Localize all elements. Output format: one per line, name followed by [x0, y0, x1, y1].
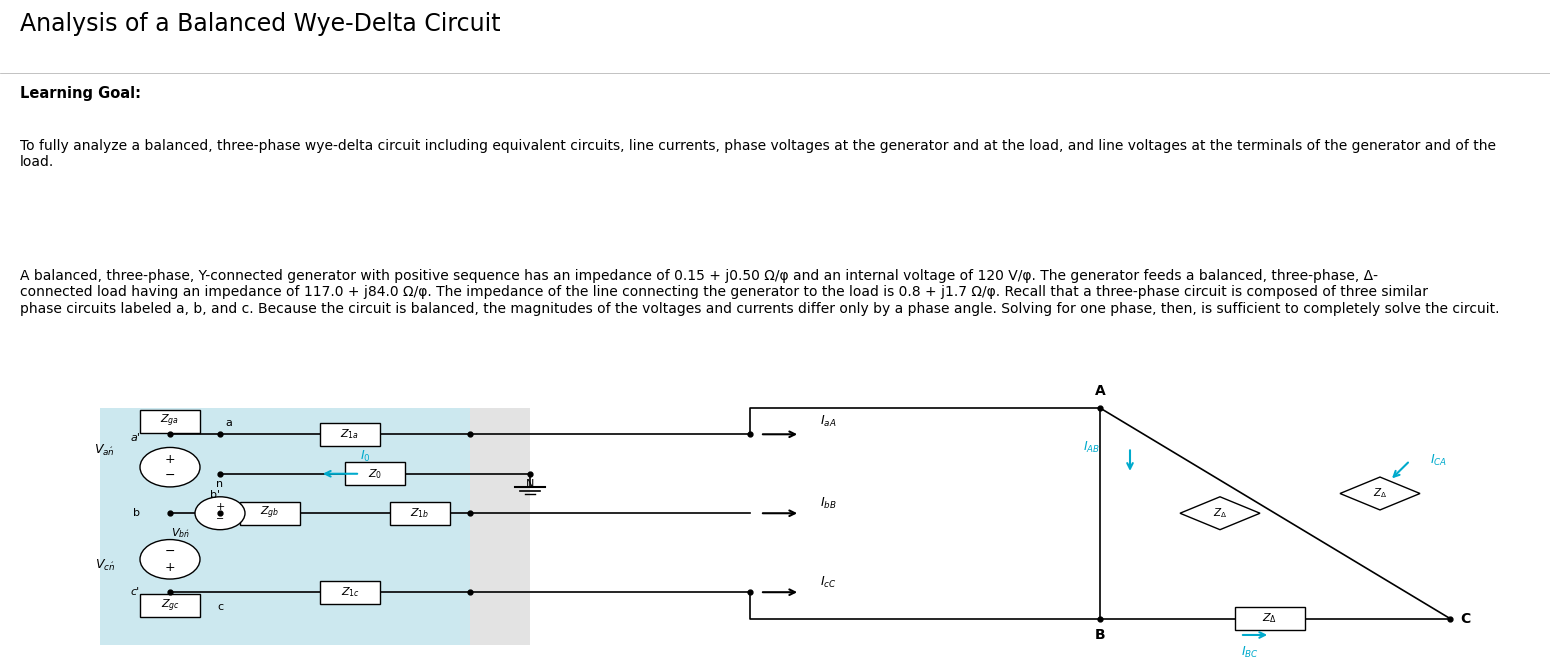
Text: b: b — [133, 508, 140, 519]
Text: $Z_\Delta$: $Z_\Delta$ — [1214, 507, 1228, 520]
Text: A: A — [1094, 384, 1105, 398]
Bar — [1235, 607, 1305, 630]
Bar — [346, 462, 405, 486]
Bar — [470, 408, 530, 645]
Text: c': c' — [130, 587, 140, 597]
Text: $I_{AB}$: $I_{AB}$ — [1083, 440, 1100, 455]
Text: $I_{BC}$: $I_{BC}$ — [1242, 645, 1259, 658]
Text: a: a — [225, 418, 232, 428]
Text: Analysis of a Balanced Wye-Delta Circuit: Analysis of a Balanced Wye-Delta Circuit — [20, 13, 501, 36]
Text: Learning Goal:: Learning Goal: — [20, 86, 141, 101]
Text: $Z_{1a}$: $Z_{1a}$ — [341, 428, 360, 441]
Text: +: + — [164, 453, 175, 466]
Text: $Z_\Delta$: $Z_\Delta$ — [1373, 487, 1387, 500]
Text: $I_{bB}$: $I_{bB}$ — [820, 496, 837, 511]
Bar — [101, 408, 470, 645]
Text: $I_{cC}$: $I_{cC}$ — [820, 575, 837, 590]
Text: $Z_{1c}$: $Z_{1c}$ — [341, 586, 360, 599]
Circle shape — [140, 447, 200, 487]
Polygon shape — [1341, 477, 1420, 510]
Bar — [391, 501, 450, 525]
Text: $V_{c\'n}$: $V_{c\'n}$ — [95, 559, 115, 573]
Text: n: n — [217, 479, 223, 489]
Text: $V_{a\'n}$: $V_{a\'n}$ — [95, 443, 115, 458]
Text: A balanced, three-phase, Y-connected generator with positive sequence has an imp: A balanced, three-phase, Y-connected gen… — [20, 269, 1500, 316]
Text: C: C — [1460, 611, 1471, 626]
Polygon shape — [1180, 497, 1260, 530]
Text: $V_{b\'n}$: $V_{b\'n}$ — [170, 526, 189, 540]
Text: To fully analyze a balanced, three-phase wye-delta circuit including equivalent : To fully analyze a balanced, three-phase… — [20, 139, 1496, 169]
Text: −: − — [164, 468, 175, 482]
Text: $Z_{gb}$: $Z_{gb}$ — [260, 505, 279, 521]
Bar — [140, 594, 200, 617]
Text: a': a' — [130, 432, 140, 443]
Text: $Z_{gc}$: $Z_{gc}$ — [161, 597, 180, 613]
Text: $Z_{ga}$: $Z_{ga}$ — [161, 413, 180, 429]
Text: −: − — [164, 545, 175, 558]
Text: $Z_0$: $Z_0$ — [367, 467, 383, 480]
Text: b': b' — [209, 490, 220, 500]
Text: +: + — [215, 502, 225, 513]
Bar — [140, 409, 200, 433]
Text: B: B — [1094, 628, 1105, 642]
Text: $Z_\Delta$: $Z_\Delta$ — [1262, 612, 1277, 625]
Text: +: + — [164, 561, 175, 574]
Text: $I_{CA}$: $I_{CA}$ — [1431, 453, 1448, 468]
Text: N: N — [525, 479, 535, 489]
Bar — [319, 581, 380, 604]
Text: $I_{aA}$: $I_{aA}$ — [820, 414, 837, 428]
Text: $Z_{1b}$: $Z_{1b}$ — [411, 507, 429, 520]
Text: −: − — [215, 513, 225, 524]
Circle shape — [195, 497, 245, 530]
Text: $I_0$: $I_0$ — [360, 449, 370, 464]
Text: c: c — [217, 602, 223, 612]
Circle shape — [140, 540, 200, 579]
Bar — [319, 422, 380, 446]
Bar — [240, 501, 301, 525]
